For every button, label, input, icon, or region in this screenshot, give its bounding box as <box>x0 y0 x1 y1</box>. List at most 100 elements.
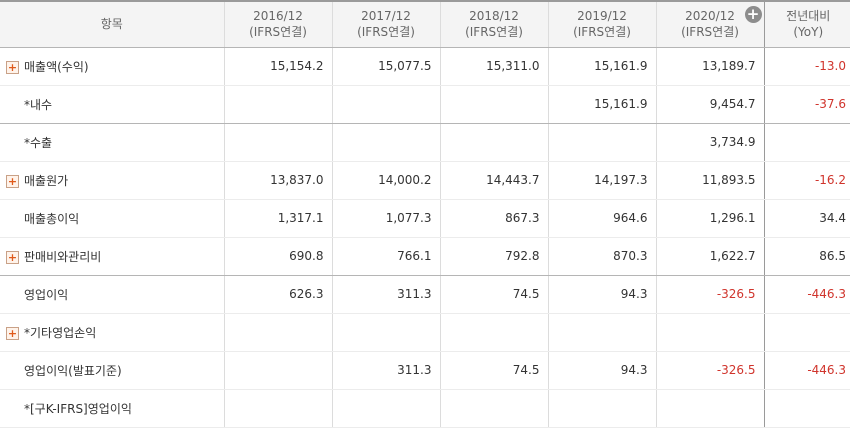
row-label: *[구K-IFRS]영업이익 <box>24 401 132 416</box>
value-cell <box>331 85 440 124</box>
value-cell: 11,893.5 <box>655 161 764 200</box>
row-label: *수출 <box>24 135 53 150</box>
header-year: 2019/12 (IFRS연결) <box>547 0 656 48</box>
row-label: 판매비와관리비 <box>24 249 102 264</box>
value-cell <box>655 389 764 428</box>
value-cell: 1,077.3 <box>331 199 440 238</box>
row-label: 영업이익 <box>24 287 69 302</box>
value-cell: 1,622.7 <box>655 237 764 276</box>
value-cell: 311.3 <box>331 275 440 314</box>
row-label-cell: *[구K-IFRS]영업이익 <box>0 389 224 428</box>
yoy-cell: -37.6 <box>763 85 850 124</box>
value-cell: 9,454.7 <box>655 85 764 124</box>
value-cell <box>547 123 656 162</box>
row-label-cell: 매출총이익 <box>0 199 224 238</box>
header-basis-label: (IFRS연결) <box>357 25 415 40</box>
value-cell: 13,189.7 <box>655 47 764 86</box>
header-yoy-sub-label: (YoY) <box>793 25 824 40</box>
yoy-cell: -446.3 <box>763 351 850 390</box>
header-item-label: 항목 <box>100 17 123 32</box>
value-cell <box>439 313 548 352</box>
table-row: + 판매비와관리비 690.8 766.1 792.8 870.3 1,622.7 86.5 <box>0 237 850 276</box>
table-row: + 매출액(수익) 15,154.2 15,077.5 15,311.0 15,161.9… <box>0 47 850 86</box>
table-row: 영업이익(발표기준) 311.3 74.5 94.3 -326.5 -446.3 <box>0 351 850 390</box>
row-label-cell[interactable]: + 매출액(수익) <box>0 47 224 86</box>
expand-plus-icon[interactable]: + <box>6 326 19 340</box>
header-yoy: 전년대비 (YoY) <box>763 0 850 48</box>
value-cell: 14,443.7 <box>439 161 548 200</box>
value-cell: 867.3 <box>439 199 548 238</box>
row-label-cell[interactable]: + 판매비와관리비 <box>0 237 224 276</box>
value-cell <box>439 389 548 428</box>
value-cell: 15,161.9 <box>547 47 656 86</box>
value-cell: 311.3 <box>331 351 440 390</box>
value-cell <box>547 313 656 352</box>
row-label: 매출원가 <box>24 173 69 188</box>
table-row: *수출 3,734.9 <box>0 123 850 162</box>
header-year-label: 2020/12 <box>685 9 735 24</box>
value-cell: -326.5 <box>655 351 764 390</box>
value-cell: 94.3 <box>547 275 656 314</box>
expand-plus-icon[interactable]: + <box>6 250 19 264</box>
header-year: 2018/12 (IFRS연결) <box>439 0 548 48</box>
row-label-cell: 영업이익 <box>0 275 224 314</box>
value-cell <box>655 313 764 352</box>
value-cell: 626.3 <box>223 275 332 314</box>
value-cell: 766.1 <box>331 237 440 276</box>
header-year: 2020/12 (IFRS연결) + <box>655 0 764 48</box>
yoy-cell <box>763 313 850 352</box>
row-label-cell[interactable]: + *기타영업손익 <box>0 313 224 352</box>
header-year: 2017/12 (IFRS연결) <box>331 0 440 48</box>
row-label: 매출액(수익) <box>24 59 89 74</box>
row-label-cell: 영업이익(발표기준) <box>0 351 224 390</box>
yoy-cell <box>763 389 850 428</box>
value-cell: 3,734.9 <box>655 123 764 162</box>
value-cell <box>547 389 656 428</box>
yoy-cell <box>763 123 850 162</box>
value-cell: 15,161.9 <box>547 85 656 124</box>
value-cell: 690.8 <box>223 237 332 276</box>
header-basis-label: (IFRS연결) <box>465 25 523 40</box>
yoy-cell: 86.5 <box>763 237 850 276</box>
header-basis-label: (IFRS연결) <box>573 25 631 40</box>
value-cell: 15,311.0 <box>439 47 548 86</box>
expand-plus-icon[interactable]: + <box>6 174 19 188</box>
value-cell: 1,317.1 <box>223 199 332 238</box>
value-cell: 14,000.2 <box>331 161 440 200</box>
value-cell <box>331 313 440 352</box>
row-label: *내수 <box>24 97 53 112</box>
header-year-label: 2018/12 <box>469 9 519 24</box>
value-cell <box>439 123 548 162</box>
row-label-cell: *내수 <box>0 85 224 124</box>
header-basis-label: (IFRS연결) <box>681 25 739 40</box>
value-cell <box>223 389 332 428</box>
value-cell <box>331 389 440 428</box>
value-cell: 870.3 <box>547 237 656 276</box>
value-cell <box>331 123 440 162</box>
value-cell <box>223 313 332 352</box>
value-cell: 74.5 <box>439 351 548 390</box>
table-row: *내수 15,161.9 9,454.7 -37.6 <box>0 85 850 124</box>
expand-columns-plus-icon[interactable]: + <box>744 6 762 23</box>
table-row: 영업이익 626.3 311.3 74.5 94.3 -326.5 -446.3 <box>0 275 850 314</box>
yoy-cell: -16.2 <box>763 161 850 200</box>
table-row: + 매출원가 13,837.0 14,000.2 14,443.7 14,197.3 11,… <box>0 161 850 200</box>
header-year-label: 2019/12 <box>577 9 627 24</box>
header-basis-label: (IFRS연결) <box>249 25 307 40</box>
yoy-cell: 34.4 <box>763 199 850 238</box>
row-label: 매출총이익 <box>24 211 80 226</box>
header-year: 2016/12 (IFRS연결) <box>223 0 332 48</box>
value-cell <box>439 85 548 124</box>
row-label-cell[interactable]: + 매출원가 <box>0 161 224 200</box>
value-cell: -326.5 <box>655 275 764 314</box>
table-row: *[구K-IFRS]영업이익 <box>0 389 850 428</box>
value-cell: 13,837.0 <box>223 161 332 200</box>
value-cell: 15,154.2 <box>223 47 332 86</box>
expand-plus-icon[interactable]: + <box>6 60 19 74</box>
table-row: + *기타영업손익 <box>0 313 850 352</box>
header-year-label: 2016/12 <box>253 9 303 24</box>
value-cell <box>223 351 332 390</box>
row-label-cell: *수출 <box>0 123 224 162</box>
value-cell: 94.3 <box>547 351 656 390</box>
